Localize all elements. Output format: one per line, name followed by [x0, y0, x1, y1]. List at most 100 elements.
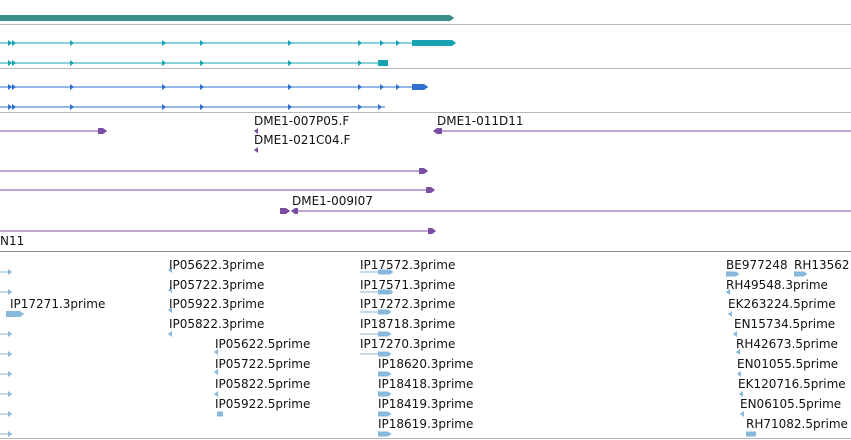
- est-label[interactable]: IP17571.3prime: [360, 278, 456, 292]
- strand-arrow: [12, 60, 17, 66]
- strand-arrow: [288, 104, 293, 110]
- clone-label-dme1-007p05[interactable]: DME1-007P05.F: [254, 114, 350, 128]
- strand-arrow: [12, 40, 17, 46]
- strand-arrow: [739, 411, 744, 417]
- est-label[interactable]: IP17270.3prime: [360, 337, 456, 351]
- est-block: [746, 431, 756, 437]
- strand-arrow: [725, 289, 730, 295]
- strand-arrow: [424, 84, 429, 90]
- strand-arrow: [735, 349, 740, 355]
- est-block: [378, 411, 388, 417]
- strand-arrow: [213, 349, 218, 355]
- est-label[interactable]: IP05622.3prime: [169, 258, 265, 272]
- est-block: [378, 269, 390, 275]
- strand-arrow: [288, 60, 293, 66]
- est-label[interactable]: IP05722.5prime: [215, 357, 311, 371]
- est-block: [378, 289, 390, 295]
- clone-end: [437, 128, 442, 134]
- clone-end: [428, 228, 432, 234]
- strand-arrow: [167, 307, 172, 313]
- strand-arrow: [288, 40, 293, 46]
- track-separator: [0, 438, 851, 439]
- est-label[interactable]: EN06105.5prime: [740, 397, 842, 411]
- strand-arrow: [432, 228, 437, 234]
- strand-arrow: [388, 309, 392, 315]
- est-block: [794, 271, 804, 277]
- strand-arrow: [431, 187, 436, 193]
- clone-end: [426, 187, 431, 193]
- est-label[interactable]: IP17271.3prime: [10, 297, 106, 311]
- est-label[interactable]: EK120716.5prime: [738, 377, 846, 391]
- est-label[interactable]: IP18418.3prime: [378, 377, 474, 391]
- strand-arrow: [388, 331, 392, 337]
- est-block: [378, 351, 388, 357]
- est-label[interactable]: RH71082.5prime: [746, 417, 848, 431]
- strand-arrow: [732, 331, 737, 337]
- est-label[interactable]: RH49548.3prime: [726, 278, 828, 292]
- strand-arrow: [8, 391, 13, 397]
- est-label[interactable]: IP05822.3prime: [169, 317, 265, 331]
- est-label[interactable]: IP05722.3prime: [169, 278, 265, 292]
- clone-end: [419, 168, 424, 174]
- est-block: [378, 391, 388, 397]
- clone-label-dme1-021c04[interactable]: DME1-021C04.F: [254, 133, 351, 147]
- strand-arrow: [8, 351, 13, 357]
- est-label[interactable]: IP18619.3prime: [378, 417, 474, 431]
- strand-arrow: [8, 104, 13, 110]
- strand-arrow: [8, 84, 13, 90]
- est-label[interactable]: EN15734.5prime: [734, 317, 836, 331]
- est-label[interactable]: IP05822.5prime: [215, 377, 311, 391]
- est-label[interactable]: IP17272.3prime: [360, 297, 456, 311]
- est-block: [726, 271, 736, 277]
- strand-arrow: [8, 60, 13, 66]
- est-label[interactable]: EK263224.5prime: [728, 297, 836, 311]
- strand-arrow: [396, 84, 401, 90]
- strand-arrow: [290, 208, 295, 214]
- strand-arrow: [103, 128, 108, 134]
- strand-arrow: [70, 60, 75, 66]
- strand-arrow: [12, 104, 17, 110]
- strand-arrow: [8, 411, 13, 417]
- clone-label-dme1-011d11[interactable]: DME1-011D11: [437, 114, 524, 128]
- strand-arrow: [358, 60, 363, 66]
- strand-arrow: [358, 40, 363, 46]
- clone-end: [295, 208, 298, 214]
- strand-arrow: [253, 128, 258, 134]
- strand-arrow: [8, 269, 13, 275]
- est-label[interactable]: IP05922.3prime: [169, 297, 265, 311]
- clone-label-partial-n11[interactable]: N11: [0, 234, 25, 248]
- est-label[interactable]: IP17572.3prime: [360, 258, 456, 272]
- est-block: [378, 371, 388, 377]
- strand-arrow: [167, 331, 172, 337]
- strand-arrow: [388, 371, 392, 377]
- est-label[interactable]: IP18620.3prime: [378, 357, 474, 371]
- est-label[interactable]: EN01055.5prime: [737, 357, 839, 371]
- strand-arrow: [8, 289, 13, 295]
- est-block: [378, 331, 388, 337]
- est-block: [378, 309, 388, 315]
- track-separator: [0, 251, 851, 252]
- strand-arrow: [200, 60, 205, 66]
- strand-arrow: [70, 104, 75, 110]
- strand-arrow: [288, 84, 293, 90]
- est-label[interactable]: IP05622.5prime: [215, 337, 311, 351]
- est-block: [217, 411, 223, 417]
- est-label[interactable]: IP18419.3prime: [378, 397, 474, 411]
- strand-arrow: [167, 287, 172, 293]
- est-label[interactable]: RH13562: [794, 258, 850, 272]
- strand-arrow: [167, 267, 172, 273]
- clone-label-dme1-009i07[interactable]: DME1-009I07: [292, 194, 373, 208]
- est-label[interactable]: IP18718.3prime: [360, 317, 456, 331]
- track-separator: [0, 68, 851, 69]
- strand-arrow: [12, 84, 17, 90]
- strand-arrow: [390, 289, 394, 295]
- est-block: [378, 431, 388, 437]
- strand-arrow: [162, 84, 167, 90]
- strand-arrow: [358, 84, 363, 90]
- est-label[interactable]: IP05922.5prime: [215, 397, 311, 411]
- est-label[interactable]: BE977248: [726, 258, 788, 272]
- est-label[interactable]: RH42673.5prime: [736, 337, 838, 351]
- strand-arrow: [388, 391, 392, 397]
- strand-arrow: [200, 40, 205, 46]
